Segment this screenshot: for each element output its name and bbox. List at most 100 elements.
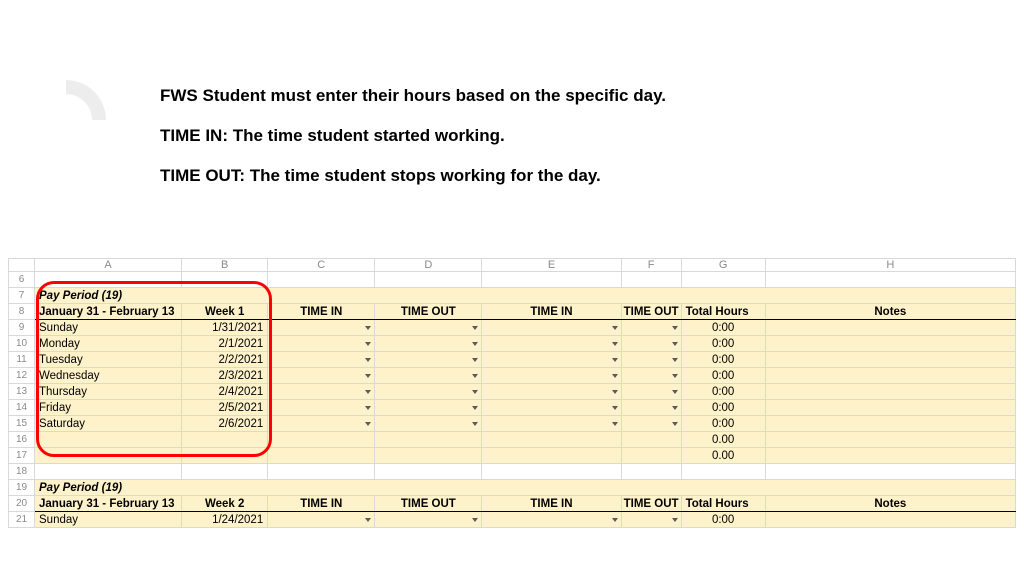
col-header-C[interactable]: C — [268, 259, 375, 272]
time-out-1-cell[interactable] — [375, 320, 482, 336]
dropdown-icon[interactable] — [472, 326, 478, 330]
col-header-D[interactable]: D — [375, 259, 482, 272]
time-out-1-cell[interactable] — [375, 400, 482, 416]
col-time-out-2[interactable]: TIME OUT — [621, 304, 681, 320]
dropdown-icon[interactable] — [672, 406, 678, 410]
time-out-1-cell[interactable] — [375, 368, 482, 384]
cell[interactable] — [681, 272, 765, 288]
cell[interactable] — [182, 432, 268, 448]
dropdown-icon[interactable] — [365, 422, 371, 426]
cell[interactable] — [182, 272, 268, 288]
cell[interactable] — [35, 432, 182, 448]
row-num[interactable]: 8 — [9, 304, 35, 320]
day-name[interactable]: Tuesday — [35, 352, 182, 368]
total-hours-cell[interactable]: 0:00 — [681, 320, 765, 336]
day-name[interactable]: Friday — [35, 400, 182, 416]
col-time-in-2[interactable]: TIME IN — [482, 496, 621, 512]
day-date[interactable]: 1/24/2021 — [182, 512, 268, 528]
cell[interactable] — [375, 272, 482, 288]
date-range[interactable]: January 31 - February 13 — [35, 304, 182, 320]
col-total-hours[interactable]: Total Hours — [681, 496, 765, 512]
time-in-1-cell[interactable] — [268, 384, 375, 400]
row-num[interactable]: 18 — [9, 464, 35, 480]
col-header-H[interactable]: H — [765, 259, 1015, 272]
cell[interactable] — [375, 432, 482, 448]
dropdown-icon[interactable] — [365, 390, 371, 394]
time-in-1-cell[interactable] — [268, 416, 375, 432]
total-hours-cell[interactable]: 0:00 — [681, 384, 765, 400]
time-in-2-cell[interactable] — [482, 416, 621, 432]
dropdown-icon[interactable] — [672, 358, 678, 362]
dropdown-icon[interactable] — [472, 342, 478, 346]
time-in-1-cell[interactable] — [268, 336, 375, 352]
cell[interactable] — [35, 448, 182, 464]
cell[interactable] — [482, 464, 621, 480]
time-out-1-cell[interactable] — [375, 384, 482, 400]
notes-cell[interactable] — [765, 512, 1015, 528]
day-date[interactable]: 2/5/2021 — [182, 400, 268, 416]
time-in-2-cell[interactable] — [482, 400, 621, 416]
notes-cell[interactable] — [765, 384, 1015, 400]
dropdown-icon[interactable] — [612, 422, 618, 426]
time-in-1-cell[interactable] — [268, 368, 375, 384]
subtotal-cell[interactable]: 0.00 — [681, 448, 765, 464]
dropdown-icon[interactable] — [472, 358, 478, 362]
time-in-2-cell[interactable] — [482, 352, 621, 368]
day-name[interactable]: Monday — [35, 336, 182, 352]
dropdown-icon[interactable] — [365, 358, 371, 362]
time-in-2-cell[interactable] — [482, 512, 621, 528]
dropdown-icon[interactable] — [672, 518, 678, 522]
time-out-2-cell[interactable] — [621, 400, 681, 416]
dropdown-icon[interactable] — [672, 374, 678, 378]
time-in-1-cell[interactable] — [268, 352, 375, 368]
day-name[interactable]: Sunday — [35, 320, 182, 336]
cell[interactable] — [482, 272, 621, 288]
col-notes[interactable]: Notes — [765, 304, 1015, 320]
time-in-2-cell[interactable] — [482, 336, 621, 352]
week-label[interactable]: Week 1 — [182, 304, 268, 320]
cell[interactable] — [482, 448, 621, 464]
notes-cell[interactable] — [765, 352, 1015, 368]
row-num[interactable]: 19 — [9, 480, 35, 496]
dropdown-icon[interactable] — [472, 518, 478, 522]
time-out-2-cell[interactable] — [621, 512, 681, 528]
col-header-F[interactable]: F — [621, 259, 681, 272]
cell[interactable] — [765, 272, 1015, 288]
total-hours-cell[interactable]: 0:00 — [681, 512, 765, 528]
total-hours-cell[interactable]: 0:00 — [681, 352, 765, 368]
cell[interactable] — [621, 464, 681, 480]
row-num[interactable]: 7 — [9, 288, 35, 304]
cell[interactable] — [35, 464, 182, 480]
row-num[interactable]: 14 — [9, 400, 35, 416]
cell[interactable] — [268, 432, 375, 448]
time-in-1-cell[interactable] — [268, 400, 375, 416]
dropdown-icon[interactable] — [365, 518, 371, 522]
row-num[interactable]: 12 — [9, 368, 35, 384]
cell[interactable] — [621, 272, 681, 288]
col-header-E[interactable]: E — [482, 259, 621, 272]
day-date[interactable]: 1/31/2021 — [182, 320, 268, 336]
time-out-2-cell[interactable] — [621, 384, 681, 400]
row-num[interactable]: 6 — [9, 272, 35, 288]
col-time-out-1[interactable]: TIME OUT — [375, 496, 482, 512]
cell[interactable] — [765, 464, 1015, 480]
cell[interactable] — [681, 464, 765, 480]
dropdown-icon[interactable] — [672, 422, 678, 426]
dropdown-icon[interactable] — [612, 358, 618, 362]
dropdown-icon[interactable] — [612, 518, 618, 522]
dropdown-icon[interactable] — [472, 390, 478, 394]
day-date[interactable]: 2/3/2021 — [182, 368, 268, 384]
time-in-1-cell[interactable] — [268, 512, 375, 528]
day-date[interactable]: 2/2/2021 — [182, 352, 268, 368]
dropdown-icon[interactable] — [365, 406, 371, 410]
dropdown-icon[interactable] — [365, 342, 371, 346]
notes-cell[interactable] — [765, 400, 1015, 416]
cell[interactable] — [621, 432, 681, 448]
total-hours-cell[interactable]: 0:00 — [681, 400, 765, 416]
dropdown-icon[interactable] — [472, 374, 478, 378]
notes-cell[interactable] — [765, 336, 1015, 352]
row-num[interactable]: 15 — [9, 416, 35, 432]
dropdown-icon[interactable] — [365, 326, 371, 330]
total-hours-cell[interactable]: 0:00 — [681, 368, 765, 384]
time-out-1-cell[interactable] — [375, 336, 482, 352]
